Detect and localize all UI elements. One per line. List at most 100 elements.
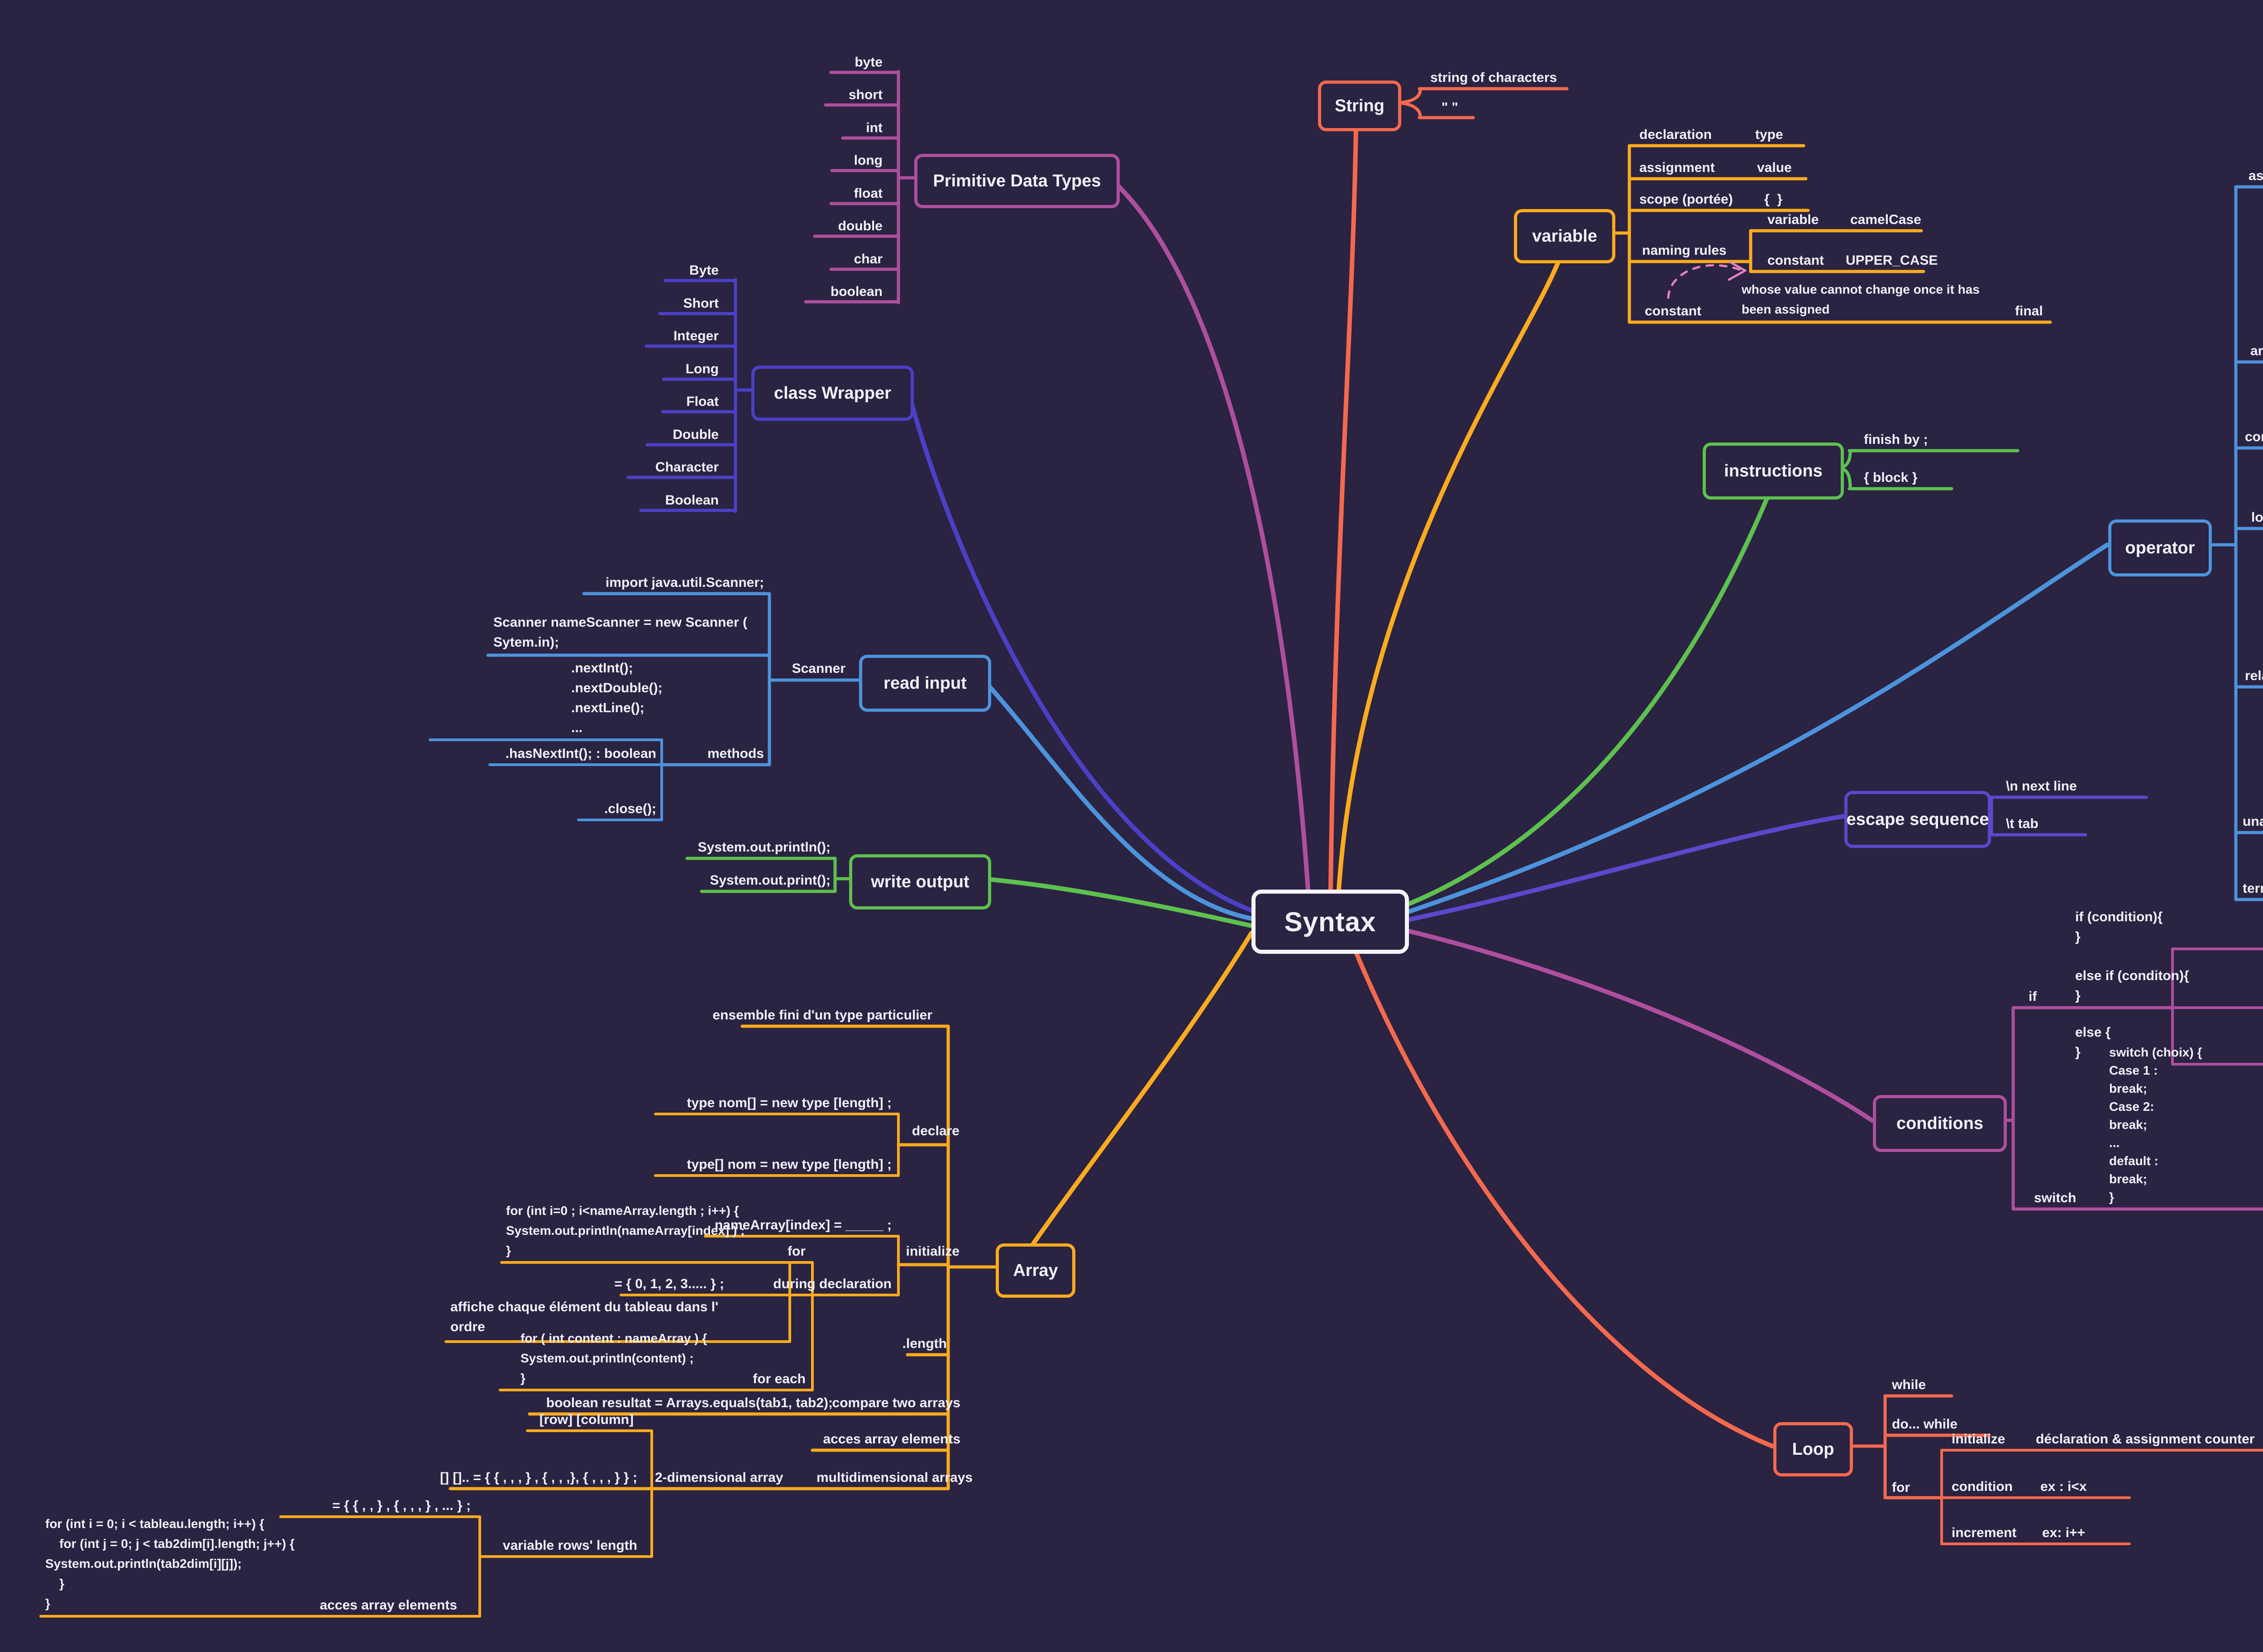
operator-unary[interactable]: unary	[2243, 814, 2263, 829]
array-for[interactable]: for	[788, 1244, 806, 1259]
topic-operator[interactable]: operator	[2108, 519, 2212, 576]
naming-uppercase[interactable]: UPPER_CASE	[1846, 253, 1938, 268]
wrapper-boolean[interactable]: Boolean	[665, 493, 719, 508]
declare-code-2[interactable]: type[] nom = new type [length] ;	[687, 1157, 892, 1172]
string-quotes[interactable]: " "	[1442, 100, 1458, 115]
naming-camelcase[interactable]: camelCase	[1850, 212, 1921, 227]
readinput-scanner[interactable]: Scanner	[792, 661, 845, 676]
variable-rows-init[interactable]: = { { , , } , { , , , } , ... } ;	[332, 1498, 471, 1513]
escape-newline[interactable]: \n next line	[2006, 779, 2077, 794]
for-initialize-desc[interactable]: déclaration & assignment counter	[2036, 1432, 2255, 1447]
loop-for[interactable]: for	[1892, 1480, 1910, 1495]
wrapper-integer[interactable]: Integer	[673, 328, 719, 343]
loop-while[interactable]: while	[1892, 1377, 1926, 1392]
writeoutput-println[interactable]: System.out.println();	[697, 840, 831, 855]
variable-naming-rules[interactable]: naming rules	[1642, 243, 1727, 258]
array-variable-rows[interactable]: variable rows' length	[502, 1538, 637, 1553]
loop-do-while[interactable]: do... while	[1892, 1417, 1958, 1432]
for-code[interactable]: for (int i=0 ; i<nameArray.length ; i++)…	[506, 1204, 745, 1257]
constant-desc[interactable]: whose value cannot change once it has be…	[1742, 282, 1980, 316]
wrapper-float[interactable]: Float	[686, 394, 719, 409]
for-condition[interactable]: condition	[1952, 1479, 2013, 1494]
wrapper-byte[interactable]: Byte	[689, 263, 719, 278]
switch-code[interactable]: switch (choix) { Case 1 : break; Case 2:…	[2109, 1045, 2202, 1204]
for-increment[interactable]: increment	[1952, 1525, 2017, 1540]
initialize-code[interactable]: nameArray[index] = _____ ;	[714, 1218, 892, 1233]
variable-scope-braces[interactable]: { }	[1764, 192, 1783, 207]
wrapper-character[interactable]: Character	[655, 460, 719, 475]
methods-next[interactable]: .nextInt(); .nextDouble(); .nextLine(); …	[571, 661, 663, 735]
topic-escape-sequence[interactable]: escape sequence	[1844, 791, 1991, 848]
scanner-import[interactable]: import java.util.Scanner;	[605, 575, 764, 590]
array-access-elements-2d[interactable]: acces array elements	[320, 1598, 457, 1613]
topic-primitive-data-types[interactable]: Primitive Data Types	[914, 154, 1120, 208]
primitive-byte[interactable]: byte	[855, 55, 883, 70]
conditions-switch[interactable]: switch	[2034, 1190, 2077, 1205]
naming-variable[interactable]: variable	[1767, 212, 1819, 227]
writeoutput-print[interactable]: System.out.print();	[710, 873, 831, 888]
array-2d-loop-code[interactable]: for (int i = 0; i < tableau.length; i++)…	[45, 1517, 295, 1610]
operator-arithmetic[interactable]: arithmetic	[2250, 343, 2263, 358]
for-initialize[interactable]: initialize	[1952, 1432, 2005, 1447]
compare-code[interactable]: boolean resultat = Arrays.equals(tab1, t…	[546, 1395, 833, 1410]
declare-code-1[interactable]: type nom[] = new type [length] ;	[687, 1095, 892, 1110]
string-desc[interactable]: string of characters	[1430, 70, 1557, 85]
topic-conditions[interactable]: conditions	[1873, 1095, 2007, 1152]
foreach-code[interactable]: for ( int content : nameArray ) { System…	[520, 1331, 707, 1385]
else-code[interactable]: else { }	[2075, 1025, 2111, 1060]
for-note[interactable]: affiche chaque élément du tableau dans l…	[450, 1300, 719, 1334]
array-2d-init[interactable]: [] [].. = { { , , , } , { , , ,}, { , , …	[440, 1470, 637, 1485]
topic-instructions[interactable]: instructions	[1703, 443, 1844, 500]
primitive-int[interactable]: int	[866, 120, 883, 135]
primitive-boolean[interactable]: boolean	[830, 284, 883, 299]
scanner-methods[interactable]: methods	[707, 746, 764, 761]
array-2d[interactable]: 2-dimensional array	[655, 1470, 783, 1485]
array-foreach[interactable]: for each	[753, 1371, 806, 1386]
conditions-if[interactable]: if	[2029, 989, 2037, 1004]
variable-declaration[interactable]: declaration	[1639, 127, 1712, 142]
scanner-new[interactable]: Scanner nameScanner = new Scanner ( Syte…	[493, 615, 748, 650]
variable-declaration-type[interactable]: type	[1755, 127, 1783, 142]
variable-assignment[interactable]: assignment	[1639, 160, 1715, 175]
topic-class-wrapper[interactable]: class Wrapper	[751, 366, 914, 421]
primitive-short[interactable]: short	[849, 87, 883, 102]
naming-constant[interactable]: constant	[1767, 253, 1824, 268]
array-access-elements[interactable]: acces array elements	[823, 1432, 960, 1447]
array-during-declaration[interactable]: during declaration	[773, 1276, 892, 1291]
methods-close[interactable]: .close();	[604, 801, 656, 816]
escape-tab[interactable]: \t tab	[2006, 816, 2039, 831]
topic-write-output[interactable]: write output	[849, 854, 991, 909]
primitive-float[interactable]: float	[854, 186, 883, 201]
methods-hasnext[interactable]: .hasNextInt(); : boolean	[505, 746, 656, 761]
array-multidimensional[interactable]: multidimensional arrays	[816, 1470, 973, 1485]
operator-relational[interactable]: relational	[2245, 668, 2263, 683]
central-topic-syntax[interactable]: Syntax	[1251, 890, 1409, 954]
for-increment-ex[interactable]: ex: i++	[2042, 1525, 2086, 1540]
operator-logical[interactable]: logical	[2251, 510, 2263, 525]
instructions-block[interactable]: { block }	[1864, 470, 1918, 485]
constant-final[interactable]: final	[2015, 304, 2043, 319]
wrapper-short[interactable]: Short	[683, 296, 719, 311]
array-length[interactable]: .length	[902, 1336, 947, 1351]
array-row-column[interactable]: [row] [column]	[539, 1412, 634, 1427]
array-compare[interactable]: compare two arrays	[832, 1395, 960, 1410]
variable-assignment-value[interactable]: value	[1757, 160, 1792, 175]
operator-concatenation[interactable]: concatenation	[2245, 429, 2263, 444]
instructions-finish[interactable]: finish by ;	[1864, 432, 1928, 447]
operator-assignment[interactable]: assignment	[2249, 168, 2263, 183]
if-code[interactable]: if (condition){ }	[2075, 909, 2163, 944]
for-condition-ex[interactable]: ex : i<x	[2040, 1479, 2087, 1494]
primitive-double[interactable]: double	[838, 219, 883, 233]
variable-constant[interactable]: constant	[1645, 304, 1702, 319]
wrapper-double[interactable]: Double	[673, 427, 719, 442]
primitive-char[interactable]: char	[854, 252, 883, 267]
operator-ternary[interactable]: ternary	[2243, 881, 2263, 896]
topic-string[interactable]: String	[1318, 81, 1401, 131]
during-declaration-code[interactable]: = { 0, 1, 2, 3..... } ;	[614, 1276, 724, 1291]
topic-array[interactable]: Array	[996, 1243, 1075, 1298]
array-desc[interactable]: ensemble fini d'un type particulier	[712, 1008, 932, 1023]
primitive-long[interactable]: long	[854, 153, 883, 168]
array-declare[interactable]: declare	[912, 1124, 960, 1138]
topic-read-input[interactable]: read input	[859, 655, 991, 712]
topic-variable[interactable]: variable	[1514, 209, 1615, 263]
